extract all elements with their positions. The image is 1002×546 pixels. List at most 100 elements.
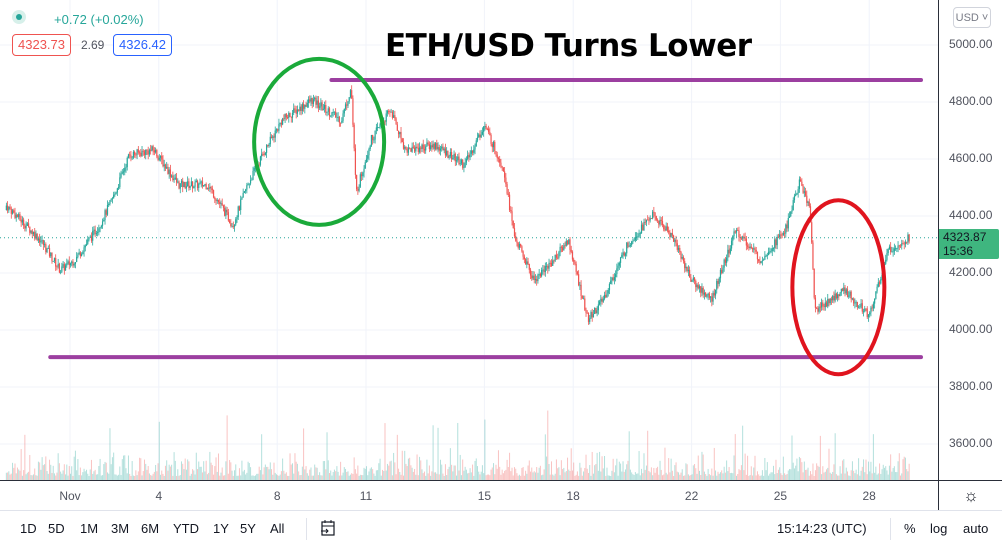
gear-icon[interactable]: ☼ xyxy=(938,480,1002,511)
volume-bar xyxy=(19,470,21,480)
volume-bar xyxy=(784,473,786,480)
volume-bar xyxy=(717,471,719,480)
red-circle-annotation xyxy=(790,198,887,377)
candle-body xyxy=(796,193,798,195)
candle-body xyxy=(634,237,636,241)
price-axis[interactable]: USD ˅ 5000.00 4800.00 4600.00 4400.00 4200.0… xyxy=(938,0,1002,480)
range-ytd[interactable]: YTD xyxy=(173,521,199,536)
x-tick-label: 15 xyxy=(477,489,492,503)
buy-price-button[interactable]: 4326.42 xyxy=(113,34,172,56)
volume-bar xyxy=(546,456,548,480)
range-1y[interactable]: 1Y xyxy=(213,521,229,536)
volume-bar xyxy=(356,473,358,480)
candle-body xyxy=(124,167,126,172)
volume-bar xyxy=(120,475,122,480)
log-toggle[interactable]: log xyxy=(930,521,948,536)
candle-body xyxy=(543,269,545,273)
volume-bar xyxy=(527,465,529,480)
candle-body xyxy=(526,261,528,265)
candle-body xyxy=(290,116,292,118)
candle-body xyxy=(272,136,274,138)
candle-body xyxy=(300,106,302,112)
candle-body xyxy=(97,232,99,234)
volume-bar xyxy=(543,469,545,480)
volume-bar xyxy=(592,473,594,480)
candle-body xyxy=(670,232,672,237)
volume-bar xyxy=(682,475,684,480)
candle-body xyxy=(598,301,601,305)
candle-body xyxy=(693,277,696,281)
candle-body xyxy=(839,292,841,297)
candle-body xyxy=(376,127,379,129)
volume-bar xyxy=(828,448,830,480)
range-1m[interactable]: 1M xyxy=(80,521,99,536)
calendar-icon[interactable] xyxy=(320,519,336,540)
volume-bar xyxy=(208,472,210,480)
volume-bar xyxy=(674,465,676,480)
volume-bar xyxy=(557,468,559,480)
range-3m[interactable]: 3M xyxy=(111,521,130,536)
candle-body xyxy=(305,104,307,107)
range-1d[interactable]: 1D xyxy=(20,521,37,536)
volume-bar xyxy=(28,471,30,480)
volume-bar xyxy=(47,473,49,480)
volume-bar xyxy=(506,459,508,480)
volume-bar xyxy=(45,456,47,480)
candle-body xyxy=(389,111,391,113)
volume-bar xyxy=(643,453,645,480)
auto-toggle[interactable]: auto xyxy=(963,521,989,536)
volume-bar xyxy=(800,458,802,480)
volume-bar xyxy=(864,472,866,480)
candle-body xyxy=(40,241,42,243)
volume-bar xyxy=(188,461,190,480)
sell-price-button[interactable]: 4323.73 xyxy=(12,34,71,56)
volume-bar xyxy=(453,465,455,480)
candle-body xyxy=(129,154,131,156)
volume-bar xyxy=(365,466,367,480)
candle-body xyxy=(591,312,593,318)
range-6m[interactable]: 6M xyxy=(141,521,160,536)
percent-toggle[interactable]: % xyxy=(904,521,916,536)
candle-body xyxy=(517,242,519,248)
candle-body xyxy=(412,146,414,148)
range-5d[interactable]: 5D xyxy=(48,521,65,536)
price-chart[interactable] xyxy=(0,0,938,480)
volume-bar xyxy=(547,410,549,480)
candle-body xyxy=(209,186,211,189)
candle-body xyxy=(415,146,417,152)
volume-bar xyxy=(726,460,728,480)
candle-body xyxy=(241,197,243,200)
candle-body xyxy=(533,275,535,280)
candle-body xyxy=(430,145,432,150)
candle-body xyxy=(770,251,772,252)
volume-bar xyxy=(641,468,643,480)
candle-body xyxy=(189,186,191,188)
volume-bar xyxy=(750,466,752,480)
range-5y[interactable]: 5Y xyxy=(240,521,256,536)
volume-bar xyxy=(273,462,275,480)
volume-bar xyxy=(500,474,502,480)
volume-bar xyxy=(312,475,314,480)
volume-bar xyxy=(345,468,347,480)
volume-bar xyxy=(18,469,20,480)
date-axis[interactable]: Nov 4 8 11 15 18 22 25 28 xyxy=(0,480,938,511)
volume-bar xyxy=(452,471,454,480)
volume-bar xyxy=(711,468,713,480)
clock-timezone[interactable]: 15:14:23 (UTC) xyxy=(777,521,867,536)
volume-bar xyxy=(173,452,175,480)
volume-bar xyxy=(483,473,485,480)
candle-body xyxy=(787,217,789,229)
candle-body xyxy=(485,126,487,129)
currency-button[interactable]: USD ˅ xyxy=(953,7,991,28)
candle-body xyxy=(261,153,263,157)
volume-bar xyxy=(712,475,714,480)
volume-bar xyxy=(708,474,710,480)
volume-bar xyxy=(352,473,354,480)
volume-bar xyxy=(89,469,91,480)
candle-body xyxy=(534,279,537,280)
volume-bar xyxy=(798,456,800,480)
range-all[interactable]: All xyxy=(270,521,285,536)
volume-bar xyxy=(299,475,301,480)
candle-body xyxy=(90,236,93,241)
candle-body xyxy=(51,252,53,262)
